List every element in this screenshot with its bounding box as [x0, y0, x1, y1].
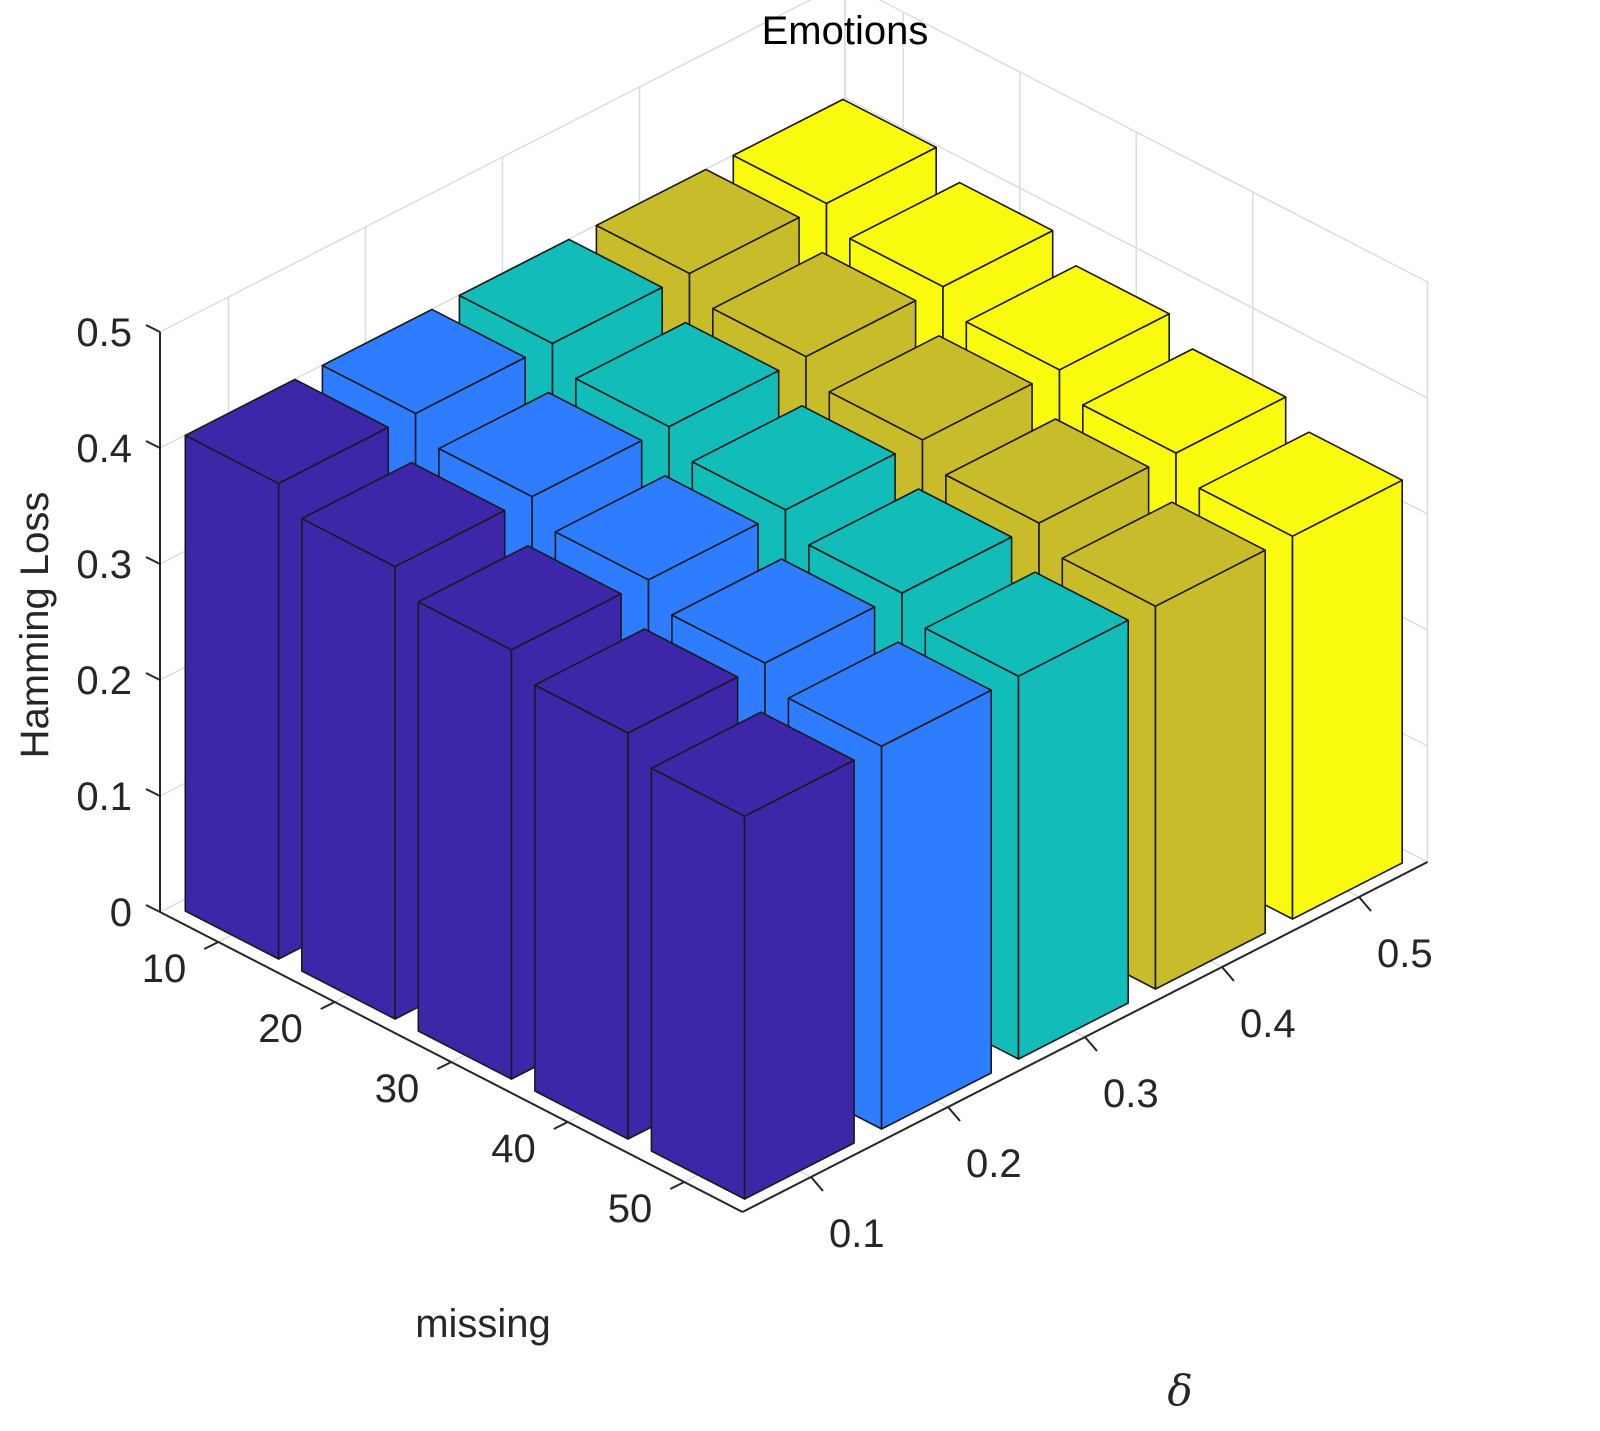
- bar-face-top: [300, 461, 506, 568]
- bar-face-top: [438, 391, 643, 498]
- missing-tick: [669, 1181, 685, 1190]
- delta-tick-label: 0.2: [966, 1142, 1022, 1186]
- z-tick: [145, 440, 161, 449]
- bar-face-top: [321, 308, 527, 415]
- z-tick-label: 0.5: [76, 311, 132, 355]
- delta-tick: [1358, 896, 1372, 912]
- bar-face-right: [1017, 619, 1129, 1060]
- missing-tick-label: 40: [491, 1127, 536, 1171]
- bar-face-top: [534, 628, 739, 734]
- bar-face-top: [417, 544, 622, 651]
- bar-face-right: [743, 759, 855, 1200]
- bar-face-top: [732, 98, 938, 205]
- bar-face-left: [300, 517, 396, 1020]
- bar-face-left: [184, 434, 280, 960]
- z-tick-label: 0.2: [76, 659, 132, 703]
- bar-face-top: [184, 378, 390, 485]
- missing-tick-label: 50: [608, 1187, 653, 1231]
- bar-face-top: [1198, 431, 1403, 538]
- bar-face-top: [691, 404, 896, 511]
- delta-tick: [810, 1176, 824, 1192]
- missing-tick: [436, 1061, 452, 1070]
- bar-face-top: [554, 474, 759, 581]
- bar-face-top: [1082, 348, 1287, 454]
- z-axis-label: Hamming Loss: [13, 492, 57, 759]
- bar-missing-50-delta-0.1: [650, 711, 855, 1200]
- z-tick-label: 0.3: [76, 543, 132, 587]
- bar-face-left: [650, 767, 746, 1200]
- bar-face-top: [595, 168, 800, 275]
- bar-face-top: [650, 711, 855, 818]
- missing-tick-label: 20: [258, 1007, 303, 1051]
- delta-tick: [1221, 966, 1235, 982]
- missing-tick: [553, 1121, 569, 1130]
- bar-face-top: [808, 488, 1013, 594]
- bar-face-right: [1154, 549, 1266, 990]
- z-tick: [145, 672, 161, 681]
- z-tick-label: 0: [110, 891, 132, 935]
- z-tick: [145, 904, 161, 913]
- missing-tick-label: 30: [375, 1067, 420, 1111]
- y-axis-label: δ: [1167, 1366, 1192, 1415]
- bar-face-left: [417, 600, 513, 1080]
- bar-face-right: [1291, 479, 1403, 920]
- bar-face-top: [965, 264, 1170, 371]
- bar-face-top: [848, 181, 1054, 288]
- x-axis-label: missing: [415, 1302, 551, 1346]
- bars-layer: [184, 98, 1403, 1200]
- bar-face-top: [787, 641, 993, 748]
- z-tick: [145, 324, 161, 333]
- bar-face-top: [458, 238, 664, 345]
- missing-tick: [203, 941, 219, 950]
- bar-face-top: [828, 334, 1033, 441]
- bar-face-left: [534, 684, 629, 1140]
- delta-tick-label: 0.4: [1240, 1002, 1296, 1046]
- delta-tick-label: 0.1: [829, 1212, 885, 1256]
- bar-face-top: [671, 558, 876, 664]
- delta-tick-label: 0.3: [1103, 1072, 1159, 1116]
- delta-tick: [1084, 1036, 1098, 1052]
- delta-tick-label: 0.5: [1377, 932, 1433, 976]
- bar-face-top: [1061, 501, 1266, 608]
- axes-layer: 0 0.1 0.2 0.3 0.4 0.5 10 20 30 40 50 0.1 0.2 0.3 0.4 0.…: [76, 311, 1432, 1256]
- chart-title: Emotions: [762, 9, 929, 53]
- z-tick-label: 0.1: [76, 775, 132, 819]
- delta-tick: [947, 1106, 961, 1122]
- z-tick-label: 0.4: [76, 427, 132, 471]
- bar-face-top: [945, 418, 1150, 524]
- bar-face-top: [924, 571, 1129, 678]
- bar-face-right: [880, 689, 993, 1130]
- bar-face-top: [574, 321, 780, 428]
- bar-face-top: [711, 251, 917, 358]
- missing-tick-label: 10: [142, 947, 187, 991]
- z-tick: [145, 788, 161, 797]
- missing-tick: [320, 1001, 336, 1010]
- z-tick: [145, 556, 161, 565]
